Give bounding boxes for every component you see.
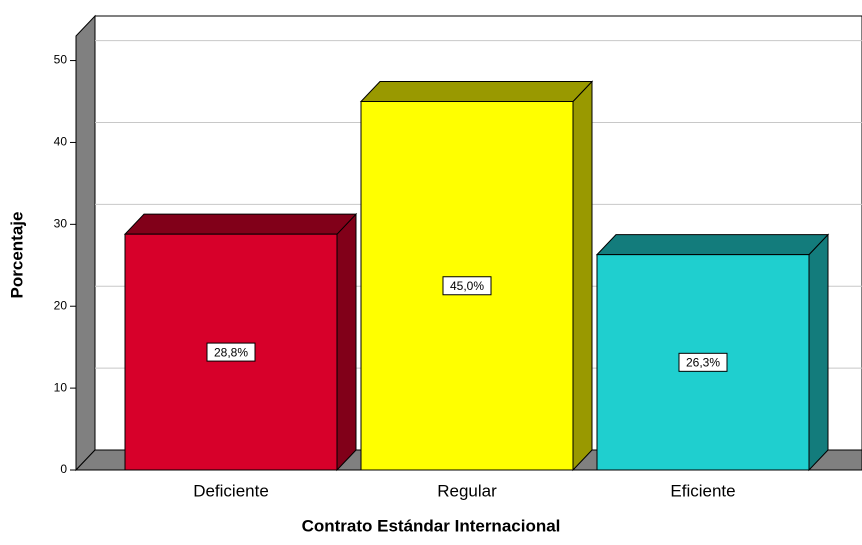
y-axis-title: Porcentaje [7, 212, 26, 299]
x-tick-label: Deficiente [193, 481, 269, 500]
y-tick-label: 40 [54, 135, 68, 149]
value-label: 45,0% [450, 279, 484, 293]
bar-side [336, 212, 357, 472]
bar-top [123, 213, 358, 235]
value-label-box [442, 276, 492, 296]
value-label: 26,3% [686, 355, 720, 369]
x-tick-label: Eficiente [670, 481, 735, 500]
y-tick-label: 10 [54, 380, 68, 394]
bar-side [572, 80, 593, 472]
y-tick-label: 50 [54, 53, 68, 67]
left-wall [75, 14, 96, 472]
y-tick-label: 20 [54, 298, 68, 312]
x-tick-label: Regular [437, 481, 497, 500]
value-label-box [678, 352, 728, 372]
y-tick-label: 0 [60, 462, 67, 476]
y-tick-label: 30 [54, 217, 68, 231]
value-label: 28,8% [214, 345, 248, 359]
bar-top [595, 234, 830, 256]
value-label-box [206, 342, 256, 362]
plot: 0 10 20 30 40 50 28,8% Deficiente 45,0% Regular 26… [54, 14, 862, 500]
bar-side [808, 233, 829, 472]
x-axis-title: Contrato Estándar Internacional [302, 516, 561, 535]
bar-top [359, 81, 594, 103]
